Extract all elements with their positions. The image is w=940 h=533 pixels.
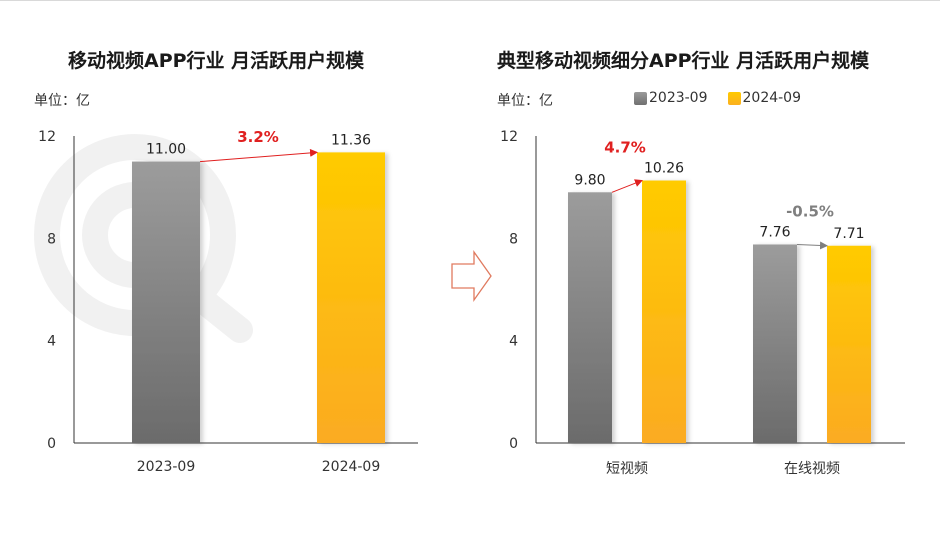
left-growth-label: 3.2% bbox=[237, 128, 279, 146]
left-x-tick-label: 2024-09 bbox=[322, 459, 381, 475]
right-bar-在线视频-2023-09 bbox=[753, 244, 797, 443]
right-growth-label: -0.5% bbox=[786, 202, 834, 220]
right-chart-title: 典型移动视频细分APP行业 月活跃用户规模 bbox=[497, 50, 870, 72]
right-growth-arrow bbox=[611, 179, 643, 193]
right-x-tick-label: 短视频 bbox=[606, 461, 648, 477]
legend-item-2023: 2023-09 bbox=[634, 90, 708, 106]
right-bar-value-label: 9.80 bbox=[574, 172, 605, 188]
legend-item-2024: 2024-09 bbox=[727, 90, 802, 106]
left-bar-2024-09 bbox=[317, 152, 385, 443]
right-y-tick-label: 0 bbox=[509, 436, 518, 452]
top-divider bbox=[0, 0, 940, 1]
right-bar-短视频-2023-09 bbox=[568, 192, 612, 443]
right-bar-value-label: 7.71 bbox=[833, 226, 864, 242]
left-y-tick-label: 4 bbox=[47, 334, 56, 350]
right-y-tick-label: 4 bbox=[509, 334, 518, 350]
legend-swatch-2023 bbox=[634, 91, 647, 105]
left-growth-arrow bbox=[199, 148, 318, 163]
legend-label-2024: 2024-09 bbox=[742, 90, 802, 106]
left-bar-value-label: 11.36 bbox=[331, 132, 371, 148]
left-x-tick-label: 2023-09 bbox=[137, 459, 196, 475]
right-bar-在线视频-2024-09 bbox=[827, 245, 871, 443]
right-growth-label: 4.7% bbox=[604, 139, 646, 157]
left-chart-title: 移动视频APP行业 月活跃用户规模 bbox=[68, 50, 365, 72]
right-growth-arrow bbox=[796, 241, 828, 250]
left-unit-label: 单位：亿 bbox=[34, 93, 90, 109]
right-bar-短视频-2024-09 bbox=[642, 180, 686, 443]
right-y-tick-label: 8 bbox=[509, 231, 518, 247]
left-y-tick-label: 8 bbox=[47, 231, 56, 247]
legend-swatch-2024 bbox=[727, 91, 741, 105]
right-chart-legend: 2023-09 2024-09 bbox=[634, 90, 815, 106]
right-x-tick-label: 在线视频 bbox=[784, 461, 840, 477]
right-bar-value-label: 7.76 bbox=[759, 224, 790, 240]
left-y-tick-label: 12 bbox=[38, 129, 56, 145]
left-y-tick-label: 0 bbox=[47, 436, 56, 452]
right-unit-label: 单位：亿 bbox=[497, 93, 553, 109]
legend-label-2023: 2023-09 bbox=[649, 90, 708, 106]
transition-arrow-icon bbox=[451, 249, 492, 303]
right-y-tick-label: 12 bbox=[500, 129, 518, 145]
right-bar-value-label: 10.26 bbox=[644, 161, 684, 177]
left-bar-2023-09 bbox=[132, 161, 200, 444]
left-bar-value-label: 11.00 bbox=[146, 142, 186, 158]
